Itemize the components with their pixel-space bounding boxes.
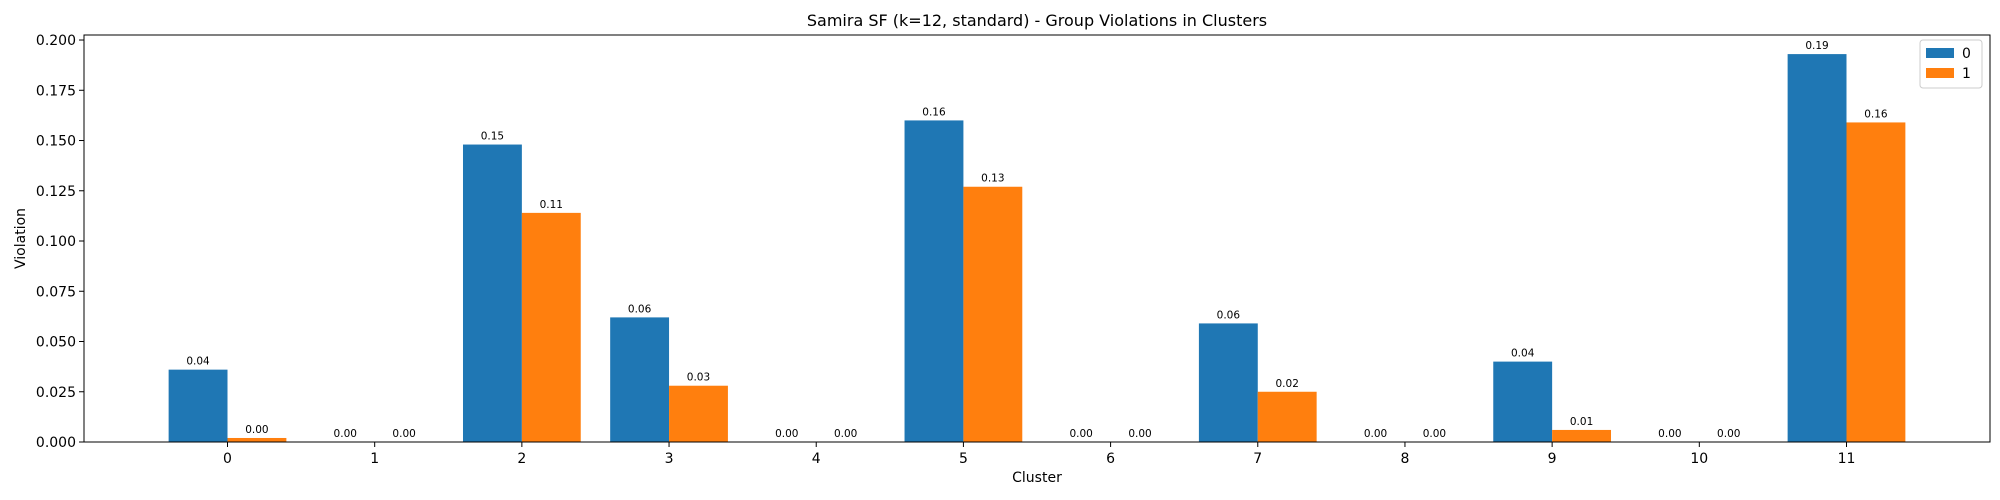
y-tick-label: 0.125 (36, 184, 76, 200)
bar-series-0-cluster-11 (1787, 54, 1847, 443)
data-label-series-1-cluster-10: 0.00 (1717, 428, 1740, 440)
bar-series-0-cluster-0 (168, 369, 228, 442)
data-label-series-0-cluster-10: 0.00 (1658, 428, 1681, 440)
y-tick-label: 0.150 (36, 134, 76, 150)
y-tick-label: 0.050 (36, 335, 76, 351)
chart-title: Samira SF (k=12, standard) - Group Viola… (807, 11, 1267, 30)
data-label-series-1-cluster-5: 0.13 (981, 173, 1004, 185)
y-tick-label: 0.075 (36, 284, 76, 300)
bar-series-1-cluster-11 (1846, 122, 1906, 442)
data-label-series-1-cluster-0: 0.00 (245, 424, 268, 436)
y-tick-label: 0.200 (36, 33, 76, 49)
legend-swatch-0 (1926, 48, 1954, 58)
data-label-series-1-cluster-2: 0.11 (540, 199, 563, 211)
legend-box (1919, 39, 1983, 89)
data-label-series-0-cluster-2: 0.15 (481, 131, 504, 143)
data-label-series-0-cluster-11: 0.19 (1805, 40, 1828, 52)
data-label-series-0-cluster-1: 0.00 (334, 428, 357, 440)
data-label-series-1-cluster-4: 0.00 (834, 428, 857, 440)
bar-series-0-cluster-7 (1198, 323, 1258, 442)
x-tick-label-0: 0 (223, 451, 232, 467)
bar-series-1-cluster-5 (963, 186, 1023, 442)
legend-swatch-1 (1926, 68, 1954, 78)
data-label-series-0-cluster-7: 0.06 (1217, 309, 1241, 321)
bar-series-1-cluster-7 (1257, 391, 1317, 442)
x-tick-label-11: 11 (1838, 451, 1856, 467)
x-tick-label-9: 9 (1548, 451, 1557, 467)
x-tick-label-10: 10 (1690, 451, 1708, 467)
x-tick-label-8: 8 (1400, 451, 1409, 467)
data-label-series-0-cluster-6: 0.00 (1069, 428, 1092, 440)
x-tick-label-1: 1 (370, 451, 379, 467)
y-tick-label: 0.000 (36, 435, 76, 451)
y-tick-label: 0.175 (36, 83, 76, 99)
x-tick-label-2: 2 (517, 451, 526, 467)
data-label-series-1-cluster-7: 0.02 (1276, 378, 1299, 390)
y-tick-label: 0.100 (36, 234, 76, 250)
bar-series-0-cluster-9 (1493, 361, 1553, 442)
legend-label-0: 0 (1962, 46, 1971, 62)
legend-label-1: 1 (1962, 66, 1971, 82)
data-label-series-1-cluster-8: 0.00 (1423, 428, 1446, 440)
x-tick-label-7: 7 (1253, 451, 1262, 467)
plot-area: 0.04 0.00 0.15 0.06 0.00 0.16 0.00 0.06 0.00 0.04… (36, 33, 1991, 467)
x-tick-label-5: 5 (959, 451, 968, 467)
bar-series-0-cluster-5 (904, 120, 964, 443)
bar-series-0-cluster-2 (462, 144, 522, 442)
data-label-series-1-cluster-1: 0.00 (392, 428, 415, 440)
data-label-series-0-cluster-5: 0.16 (922, 106, 946, 118)
y-tick-label: 0.025 (36, 385, 76, 401)
data-label-series-1-cluster-11: 0.16 (1864, 108, 1888, 120)
data-label-series-1-cluster-9: 0.01 (1570, 416, 1593, 428)
plot-frame (83, 34, 1991, 443)
data-label-series-0-cluster-4: 0.00 (775, 428, 798, 440)
bar-series-1-cluster-3 (669, 385, 728, 442)
data-label-series-0-cluster-8: 0.00 (1364, 428, 1387, 440)
x-tick-label-6: 6 (1106, 451, 1115, 467)
data-label-series-1-cluster-6: 0.00 (1128, 428, 1151, 440)
bar-series-1-cluster-9 (1552, 429, 1612, 442)
x-axis-label: Cluster (1012, 470, 1062, 486)
bar-series-1-cluster-0 (227, 437, 287, 442)
data-label-series-0-cluster-9: 0.04 (1511, 348, 1535, 360)
bar-series-0-cluster-3 (610, 317, 670, 442)
bar-series-1-cluster-2 (521, 212, 581, 442)
y-axis-label: Violation (13, 208, 29, 269)
data-label-series-1-cluster-3: 0.03 (687, 372, 710, 384)
legend: 01 (1919, 39, 1983, 89)
x-tick-label-3: 3 (665, 451, 674, 467)
x-tick-label-4: 4 (812, 451, 821, 467)
data-label-series-0-cluster-3: 0.06 (628, 303, 652, 315)
data-label-series-0-cluster-0: 0.04 (186, 356, 210, 368)
